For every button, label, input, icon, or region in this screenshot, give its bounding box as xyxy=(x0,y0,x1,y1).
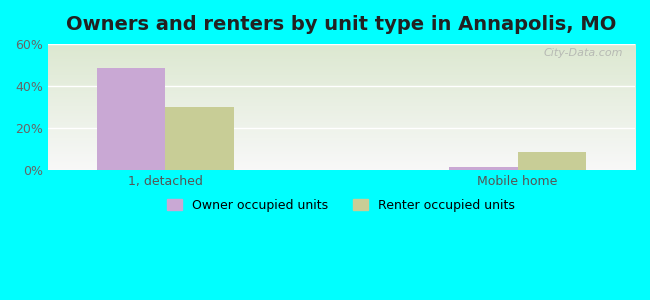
Bar xyxy=(517,152,586,170)
Bar xyxy=(97,68,165,170)
Text: City-Data.com: City-Data.com xyxy=(544,48,623,58)
Bar xyxy=(449,167,517,170)
Title: Owners and renters by unit type in Annapolis, MO: Owners and renters by unit type in Annap… xyxy=(66,15,617,34)
Bar xyxy=(165,107,234,170)
Legend: Owner occupied units, Renter occupied units: Owner occupied units, Renter occupied un… xyxy=(162,194,521,217)
